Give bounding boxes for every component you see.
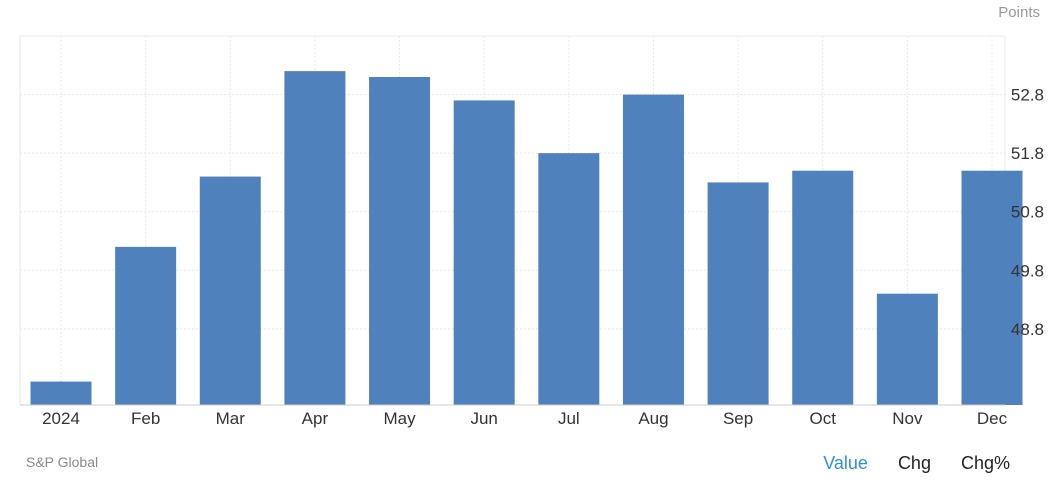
tab-chg-percent[interactable]: Chg%	[960, 453, 1010, 473]
y-tick-label: 51.8	[1011, 144, 1044, 163]
x-tick-label: Oct	[810, 409, 837, 428]
bar-dec	[961, 170, 1023, 405]
x-tick-label: May	[383, 409, 416, 428]
y-tick-label: 49.8	[1011, 261, 1044, 280]
bar-nov	[876, 293, 938, 405]
bar-feb	[115, 246, 177, 405]
y-tick-label: 48.8	[1011, 320, 1044, 339]
bars	[30, 71, 1023, 406]
bar-aug	[622, 94, 684, 406]
x-tick-label: Apr	[302, 409, 329, 428]
bar-oct	[792, 170, 854, 405]
bar-mar	[199, 176, 261, 405]
x-axis-ticks: 2024 Feb Mar Apr May Jun Jul Aug Sep Oct Nov Dec	[42, 409, 1008, 428]
x-tick-label: Mar	[216, 409, 246, 428]
y-axis-ticks: 48.8 49.8 50.8 51.8 52.8	[1011, 86, 1044, 339]
tab-chg[interactable]: Chg	[897, 453, 931, 473]
bar-jul	[538, 153, 600, 405]
x-tick-label: Feb	[131, 409, 160, 428]
x-tick-label: Jun	[470, 409, 497, 428]
bar-sep	[707, 182, 769, 405]
x-tick-label: 2024	[42, 409, 80, 428]
view-tabs: Value Chg Chg%	[823, 453, 1010, 474]
x-tick-label: Dec	[977, 409, 1008, 428]
bar-may	[369, 77, 431, 405]
bar-chart: Points 2024 Feb Mar Apr May Jun Jul Aug Sep Oct No…	[19, 4, 1044, 428]
x-tick-label: Nov	[892, 409, 923, 428]
tab-value[interactable]: Value	[823, 453, 868, 473]
bar-jun	[453, 100, 515, 405]
source-label: S&P Global	[26, 454, 99, 470]
x-tick-label: Aug	[638, 409, 668, 428]
bar-2024	[30, 381, 92, 405]
y-axis-unit-label: Points	[998, 4, 1040, 21]
y-tick-label: 50.8	[1011, 203, 1044, 222]
y-tick-label: 52.8	[1011, 86, 1044, 105]
bar-apr	[284, 71, 346, 406]
x-tick-label: Sep	[723, 409, 753, 428]
x-tick-label: Jul	[558, 409, 580, 428]
